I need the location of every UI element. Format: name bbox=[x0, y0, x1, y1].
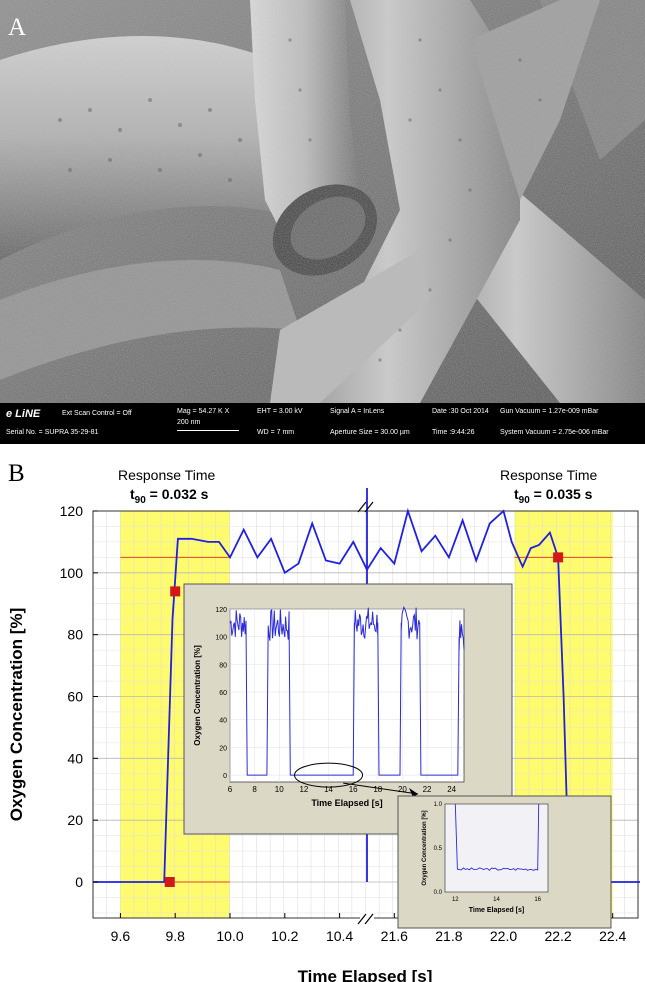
series-line-right bbox=[366, 507, 640, 883]
sem-brand: e LiNE bbox=[6, 408, 41, 420]
inset-2-x-tick-label: 16 bbox=[534, 897, 541, 903]
x-tick-label: 9.8 bbox=[165, 928, 185, 944]
x-tick-label: 21.6 bbox=[381, 928, 408, 944]
sem-wd: WD = 7 mm bbox=[257, 429, 295, 436]
inset-1-x-tick-label: 10 bbox=[275, 785, 284, 794]
inset-1-x-tick-label: 20 bbox=[398, 785, 407, 794]
sem-scale-label: 200 nm bbox=[177, 419, 201, 426]
inset-2-y-axis-label: Oxygen Concentration [%] bbox=[422, 810, 428, 885]
inset-1-y-tick-label: 120 bbox=[215, 607, 227, 614]
inset-2-x-tick-label: 12 bbox=[452, 897, 459, 903]
y-tick-label: 0 bbox=[75, 874, 83, 890]
x-tick-label: 22.2 bbox=[544, 928, 571, 944]
inset-2-x-axis-label: Time Elapsed [s] bbox=[469, 907, 525, 914]
data-marker-0 bbox=[164, 877, 175, 887]
inset-1-x-tick-label: 22 bbox=[423, 785, 432, 794]
inset-1-x-tick-label: 16 bbox=[349, 785, 358, 794]
inset-2-y-tick-label: 0.0 bbox=[434, 890, 443, 896]
panel-label-b: B bbox=[8, 460, 25, 487]
left-response-time-title: Response Time bbox=[118, 467, 216, 483]
inset-1-x-tick-label: 8 bbox=[252, 785, 257, 794]
inset-1-y-tick-label: 40 bbox=[219, 718, 227, 725]
y-tick-label: 60 bbox=[67, 689, 83, 705]
axis-break-mark-top bbox=[357, 501, 374, 513]
inset-2-plot bbox=[444, 803, 549, 893]
y-axis-label: Oxygen Concentration [%] bbox=[7, 608, 26, 821]
inset-1-x-tick-label: 12 bbox=[299, 785, 308, 794]
sem-time: Time :9:44:26 bbox=[432, 429, 475, 436]
inset-1-x-tick-label: 14 bbox=[324, 785, 333, 794]
x-tick-label: 22.4 bbox=[599, 928, 626, 944]
inset-1-x-tick-label: 6 bbox=[228, 785, 233, 794]
y-tick-label: 120 bbox=[60, 503, 84, 519]
sem-signal: Signal A = InLens bbox=[330, 408, 385, 415]
inset-1-y-tick-label: 60 bbox=[219, 690, 227, 697]
inset-2-series-line bbox=[454, 803, 540, 872]
axis-break-mark-bottom bbox=[357, 913, 374, 925]
zoom-arrow-line bbox=[343, 782, 419, 795]
right-response-time-title: Response Time bbox=[500, 467, 598, 483]
x-tick-label: 10.4 bbox=[326, 928, 353, 944]
sem-scan-control: Ext Scan Control = Off bbox=[62, 410, 132, 417]
data-marker-1 bbox=[170, 586, 181, 597]
inset-1-y-tick-label: 100 bbox=[215, 635, 227, 642]
inset-1-plot bbox=[229, 608, 465, 783]
inset-2-x-tick-label: 14 bbox=[493, 897, 500, 903]
inset-1-series-line bbox=[229, 606, 465, 776]
sem-image bbox=[0, 0, 645, 403]
series-line-left bbox=[93, 520, 368, 883]
inset-1-y-axis-label: Oxygen Concentration [%] bbox=[193, 645, 202, 746]
data-marker-2 bbox=[553, 552, 564, 563]
sem-magnification: Mag = 54.27 K X bbox=[177, 408, 230, 415]
zoom-arrow-head bbox=[409, 788, 418, 797]
inset-1-zoom-ellipse bbox=[294, 762, 364, 788]
sem-eht: EHT = 3.00 kV bbox=[257, 408, 303, 415]
panel-label-a: A bbox=[8, 14, 27, 41]
sem-micrograph-panel: A e LiNE Ext Scan Control = Off Serial N… bbox=[0, 0, 645, 444]
inset-2-y-tick-label: 1.0 bbox=[434, 802, 443, 808]
x-tick-label: 22.0 bbox=[490, 928, 517, 944]
axis-break-gap bbox=[360, 912, 374, 924]
x-tick-label: 9.6 bbox=[111, 928, 131, 944]
inset-1-y-tick-label: 0 bbox=[223, 773, 227, 780]
sem-serial: Serial No. = SUPRA 35-29-81 bbox=[6, 429, 99, 436]
y-tick-label: 40 bbox=[67, 750, 83, 766]
sem-date: Date :30 Oct 2014 bbox=[432, 408, 489, 415]
y-tick-label: 80 bbox=[67, 627, 83, 643]
inset-1-y-tick-label: 80 bbox=[219, 662, 227, 669]
y-tick-label: 20 bbox=[67, 812, 83, 828]
inset-1-y-tick-label: 20 bbox=[219, 745, 227, 752]
sem-aperture: Aperture Size = 30.00 µm bbox=[330, 429, 410, 436]
inset-1-x-tick-label: 18 bbox=[373, 785, 382, 794]
inset-2-y-tick-label: 0.5 bbox=[434, 846, 443, 852]
sem-info-bar: e LiNE Ext Scan Control = Off Serial No.… bbox=[0, 403, 645, 444]
right-t90-label: t90 = 0.035 s bbox=[514, 486, 593, 506]
sem-scale-bar bbox=[177, 430, 239, 431]
x-tick-label: 10.2 bbox=[271, 928, 298, 944]
x-axis-label: Time Elapsed [s] bbox=[298, 967, 433, 982]
left-t90-label: t90 = 0.032 s bbox=[130, 486, 209, 506]
x-tick-label: 21.8 bbox=[435, 928, 462, 944]
sem-system-vacuum: System Vacuum = 2.75e-006 mBar bbox=[500, 429, 609, 436]
inset-1-x-axis-label: Time Elapsed [s] bbox=[311, 798, 382, 808]
inset-1-x-tick-label: 24 bbox=[447, 785, 456, 794]
x-tick-label: 10.0 bbox=[216, 928, 243, 944]
sem-gun-vacuum: Gun Vacuum = 1.27e-009 mBar bbox=[500, 408, 599, 415]
y-tick-label: 100 bbox=[60, 565, 84, 581]
